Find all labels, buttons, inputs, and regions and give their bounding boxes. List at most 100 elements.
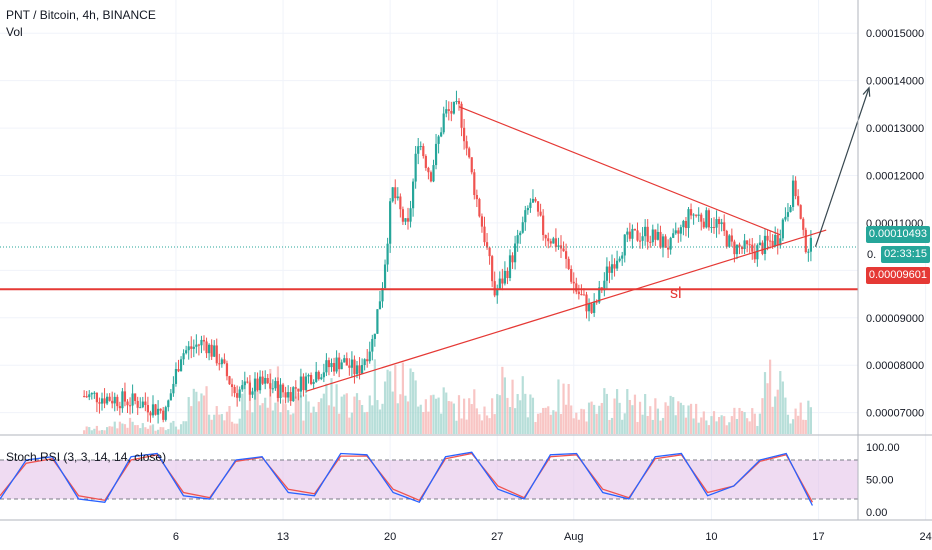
- candle-body: [157, 408, 160, 415]
- x-tick-label: 20: [384, 531, 396, 543]
- volume-bar: [434, 398, 438, 434]
- candle-body: [692, 214, 695, 216]
- volume-bar: [684, 417, 688, 434]
- volume-bar: [128, 417, 132, 434]
- volume-bar: [718, 417, 721, 434]
- volume-bar: [751, 408, 754, 434]
- candle-body: [264, 378, 267, 384]
- candle-body: [361, 365, 364, 374]
- volume-bar: [501, 366, 504, 434]
- volume-bar: [468, 398, 471, 434]
- volume-bar: [396, 403, 399, 434]
- volume-bar: [164, 430, 167, 434]
- candle-body: [348, 365, 351, 368]
- candle-body: [669, 237, 672, 250]
- volume-bar: [554, 411, 557, 434]
- volume-bar: [404, 395, 407, 434]
- candle-body: [705, 210, 708, 228]
- volume-bar: [218, 414, 221, 434]
- volume-bar: [508, 407, 512, 434]
- volume-bar: [368, 395, 371, 434]
- candle-body: [654, 229, 657, 240]
- volume-bar: [631, 405, 634, 434]
- volume-bar: [144, 427, 147, 434]
- volume-bar: [689, 403, 693, 434]
- candle-body: [613, 264, 616, 269]
- candle-body: [687, 209, 690, 229]
- candle-body: [281, 384, 285, 393]
- volume-bar: [179, 424, 183, 434]
- candle-body: [284, 392, 287, 398]
- volume-bar: [146, 428, 149, 434]
- stop-loss-label: sl: [670, 285, 682, 302]
- volume-bar: [473, 389, 476, 434]
- candle-body: [582, 294, 586, 296]
- volume-bar: [251, 412, 254, 434]
- candle-body: [355, 365, 359, 375]
- volume-bar: [585, 421, 588, 434]
- volume-bar: [723, 416, 726, 434]
- volume-bar: [531, 397, 535, 434]
- candle-body: [412, 181, 415, 209]
- volume-bar: [264, 397, 267, 434]
- volume-bar: [366, 411, 369, 434]
- candle-body: [159, 408, 162, 411]
- volume-bar: [371, 405, 374, 434]
- candle-body: [233, 387, 236, 394]
- volume-bar: [391, 391, 394, 434]
- candle-body: [294, 387, 297, 389]
- volume-bar: [534, 421, 537, 434]
- volume-bar: [299, 395, 302, 434]
- volume-bar: [185, 421, 188, 434]
- volume-bar: [743, 412, 746, 434]
- volume-bar: [641, 414, 644, 434]
- volume-bar: [192, 388, 195, 434]
- stoch-rsi-pane[interactable]: [0, 451, 858, 506]
- candle-body: [174, 369, 178, 384]
- candle-body: [167, 400, 170, 408]
- volume-bar: [524, 393, 527, 434]
- volume-bar: [659, 420, 662, 434]
- drawing-overlays[interactable]: [0, 86, 871, 392]
- volume-bar: [544, 407, 547, 434]
- volume-bar: [83, 430, 86, 434]
- candle-body: [501, 278, 504, 284]
- candle-body: [85, 396, 88, 398]
- volume-bar: [432, 394, 435, 434]
- candle-body: [636, 230, 639, 241]
- volume-bar: [281, 399, 285, 434]
- candle-body: [689, 209, 693, 216]
- candle-body: [684, 220, 688, 229]
- candle-body: [715, 219, 718, 228]
- candlesticks[interactable]: [83, 90, 812, 424]
- candle-body: [248, 382, 251, 395]
- candle-body: [169, 393, 172, 401]
- volume-bar: [470, 404, 473, 434]
- volume-bar: [136, 425, 139, 434]
- candle-body: [521, 222, 524, 233]
- candle-body: [536, 201, 540, 212]
- candle-body: [195, 344, 198, 347]
- candle-body: [162, 410, 165, 420]
- volume-bar: [414, 380, 417, 434]
- candle-body: [136, 400, 139, 408]
- candle-body: [100, 398, 104, 404]
- volume-bar: [225, 411, 229, 434]
- candle-body: [769, 240, 772, 242]
- candle-body: [366, 359, 369, 362]
- candle-body: [498, 278, 501, 289]
- candle-body: [256, 378, 259, 391]
- volume-bar: [159, 427, 162, 434]
- stoch-rsi-label: Stoch RSI (3, 3, 14, 14, close): [6, 450, 167, 464]
- volume-bar: [519, 400, 522, 434]
- volume-bar: [679, 402, 682, 434]
- volume-bar: [452, 403, 455, 434]
- volume-bar: [376, 400, 379, 434]
- volume-bar: [626, 389, 629, 434]
- volume-bar: [330, 378, 333, 434]
- candle-body: [664, 236, 667, 248]
- candle-body: [340, 362, 343, 370]
- stoch-d-line: [0, 452, 813, 503]
- candle-body: [376, 309, 379, 334]
